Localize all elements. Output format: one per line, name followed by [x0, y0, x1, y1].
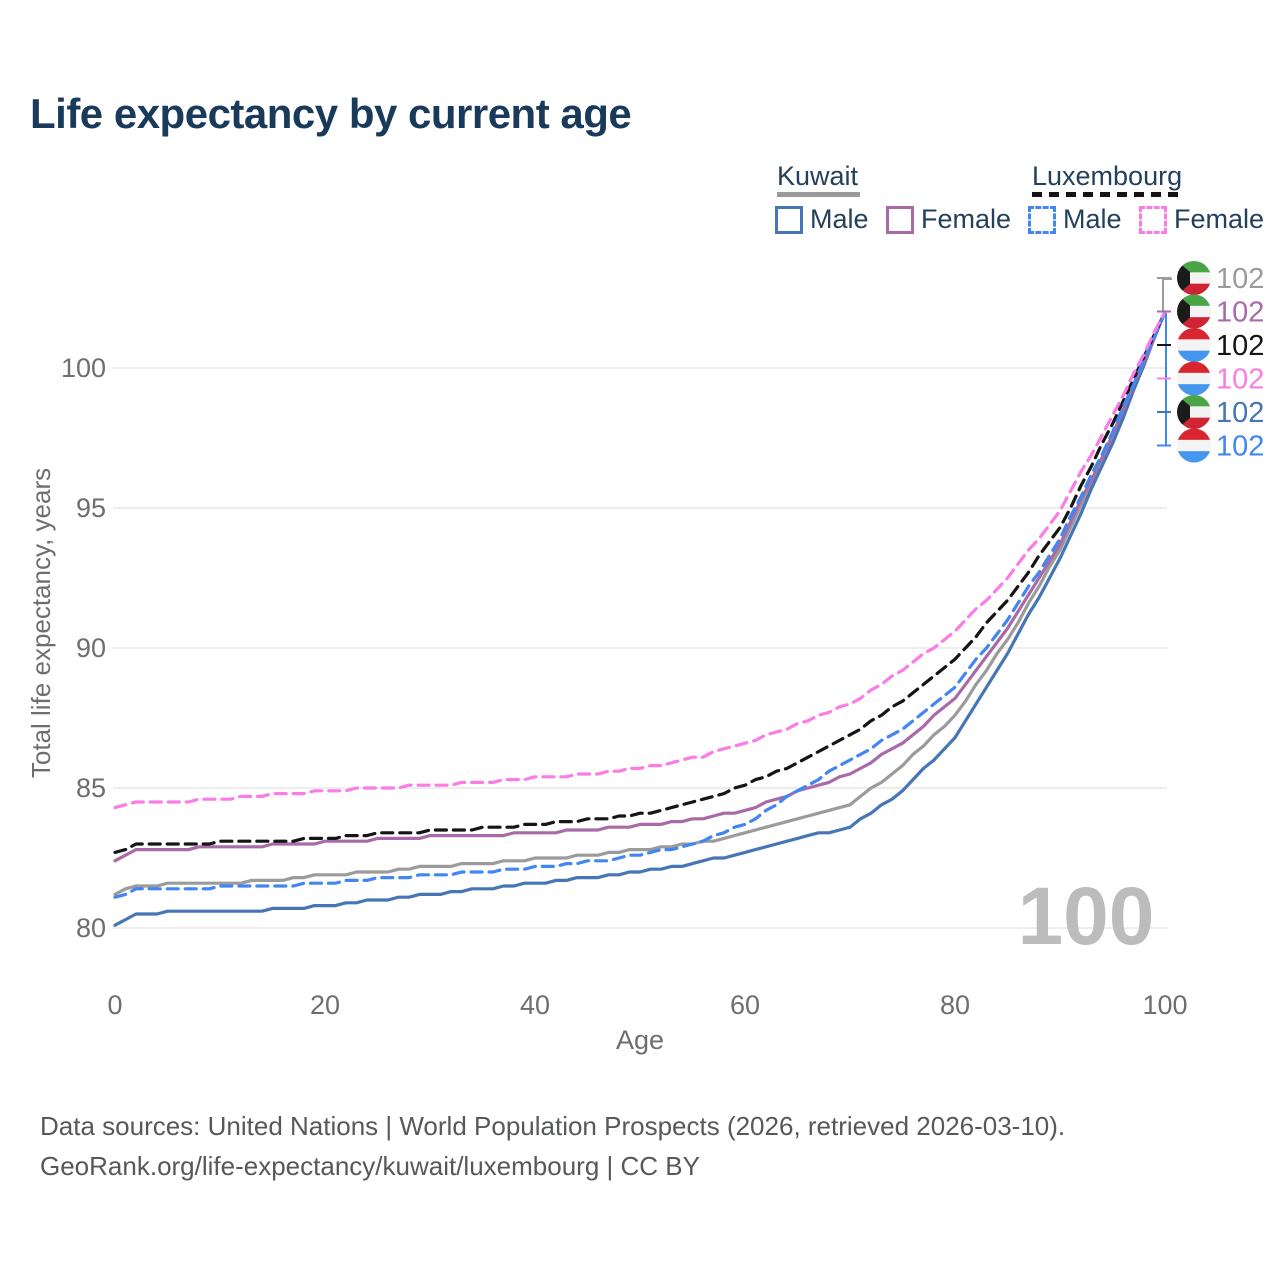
flag-luxembourg-icon: [1177, 328, 1211, 362]
legend-item-kuwait-female[interactable]: Female: [886, 204, 1011, 235]
end-value-label-kuwait-total: 102: [1216, 263, 1264, 295]
kuwait-male-swatch-icon: [775, 205, 803, 234]
y-tick-label: 95: [76, 493, 106, 523]
age-watermark: 100: [1018, 871, 1155, 962]
footer-line-2: GeoRank.org/life-expectancy/kuwait/luxem…: [40, 1151, 700, 1181]
series-line-kuwait-female[interactable]: [113, 310, 1167, 863]
flag-kuwait-icon: [1177, 294, 1211, 329]
data-sources-footer: Data sources: United Nations | World Pop…: [40, 1106, 1065, 1186]
y-tick-label: 90: [76, 633, 106, 663]
legend-item-luxembourg-male[interactable]: Male: [1028, 204, 1122, 235]
x-axis-title: Age: [616, 1025, 664, 1055]
series-line-kuwait-total[interactable]: [113, 310, 1167, 897]
x-tick-label: 60: [730, 990, 760, 1020]
legend-item-label: Male: [1063, 204, 1122, 234]
legend-group-kuwait-label: Kuwait: [777, 161, 859, 191]
x-tick-label: 20: [310, 990, 340, 1020]
y-tick-label: 80: [76, 913, 106, 943]
legend-item-label: Female: [1174, 204, 1265, 234]
series-line-luxembourg-total[interactable]: [113, 310, 1167, 855]
leader-line-kuwait-total: [1162, 278, 1172, 311]
footer-line-1: Data sources: United Nations | World Pop…: [40, 1111, 1066, 1141]
y-tick-label: 85: [76, 773, 106, 803]
flag-kuwait-icon: [1177, 395, 1211, 429]
flag-luxembourg-icon: [1177, 428, 1211, 463]
end-value-label-luxembourg-female: 102: [1216, 364, 1264, 396]
legend-item-label: Female: [921, 204, 1012, 234]
y-tick-label: 100: [61, 353, 106, 383]
legend-underline-kuwait-swatch: [777, 192, 860, 197]
end-value-label-luxembourg-male: 102: [1216, 431, 1264, 463]
x-tick-label: 100: [1142, 990, 1187, 1020]
legend-underline-luxembourg-swatch: [1032, 192, 1179, 197]
legend-item-label: Male: [810, 204, 869, 234]
end-value-label-kuwait-female: 102: [1216, 297, 1264, 329]
kuwait-female-swatch-icon: [886, 205, 914, 234]
series-line-luxembourg-male[interactable]: [113, 310, 1167, 899]
flag-kuwait-icon: [1177, 261, 1211, 295]
y-axis-title: Total life expectancy, years: [26, 468, 56, 778]
flag-luxembourg-icon: [1177, 361, 1211, 396]
series-line-luxembourg-female[interactable]: [113, 310, 1167, 810]
x-tick-label: 80: [940, 990, 970, 1020]
series-line-kuwait-male[interactable]: [113, 310, 1167, 927]
x-tick-label: 0: [107, 990, 122, 1020]
end-value-label-luxembourg-total: 102: [1216, 330, 1264, 362]
end-value-label-kuwait-male: 102: [1216, 397, 1264, 429]
legend-item-kuwait-male[interactable]: Male: [775, 204, 869, 235]
legend-item-luxembourg-female[interactable]: Female: [1139, 204, 1264, 235]
chart-title: Life expectancy by current age: [30, 90, 632, 137]
luxembourg-female-swatch-icon: [1139, 205, 1167, 234]
x-tick-label: 40: [520, 990, 550, 1020]
luxembourg-male-swatch-icon: [1028, 205, 1056, 234]
legend-group-luxembourg-label: Luxembourg: [1032, 161, 1183, 191]
